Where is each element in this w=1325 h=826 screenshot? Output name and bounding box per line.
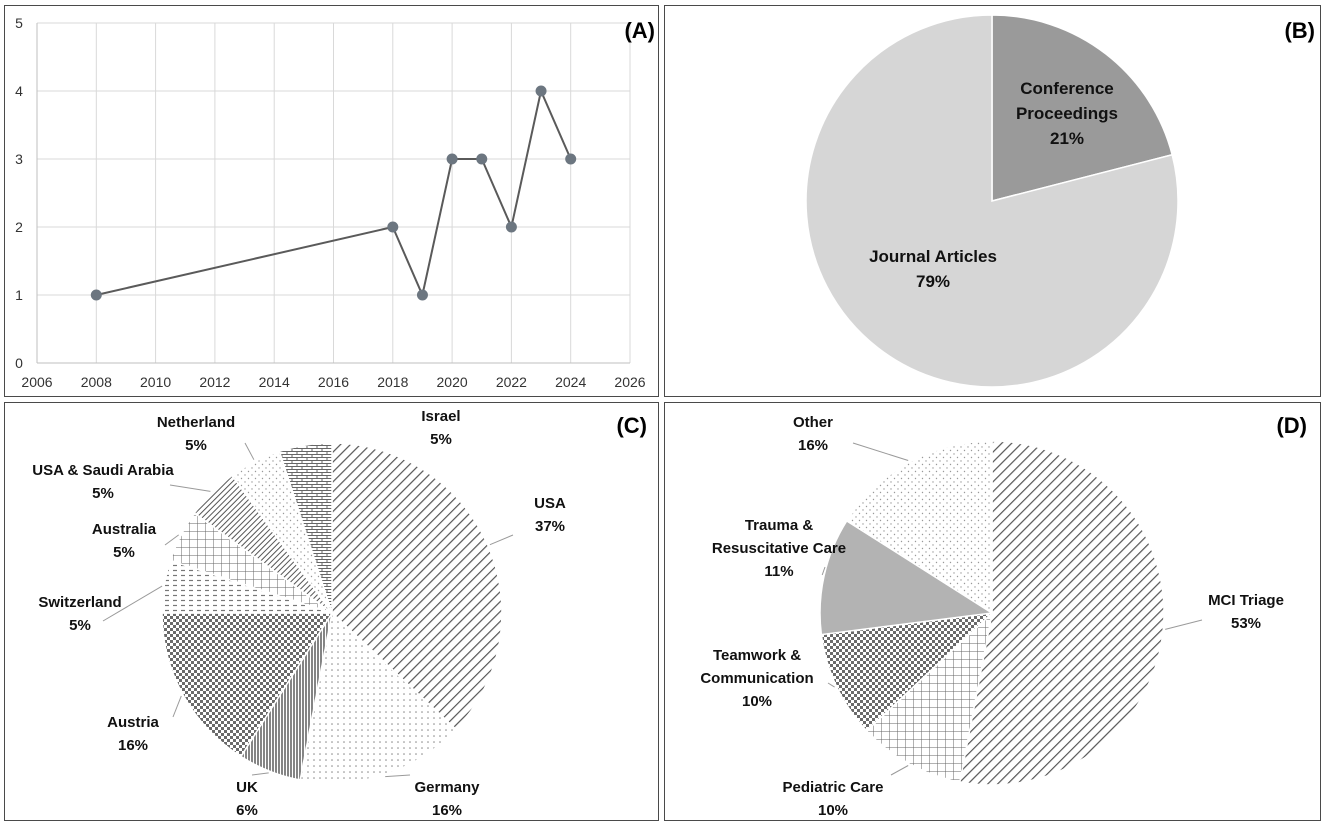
leader-line — [172, 695, 182, 718]
pie-slice-teamwork-communication — [820, 611, 995, 732]
data-point — [505, 221, 517, 233]
slice-pct-label: 16% — [798, 437, 828, 454]
leader-line — [827, 682, 835, 688]
panel-a-line-chart: 0 1 2 3 4 5 2006 2008 2010 2012 2014 2016 2018 2020 20… — [4, 5, 659, 397]
x-tick-label: 2020 — [437, 374, 468, 390]
leader-line — [164, 534, 179, 546]
leader-line — [489, 534, 514, 546]
slice-name-label: Trauma & — [745, 517, 814, 534]
slice-pct-label: 5% — [113, 544, 135, 561]
slice-pct-label: 10% — [818, 802, 848, 819]
slice-name-label: Pediatric Care — [783, 779, 884, 796]
data-point — [565, 153, 577, 165]
x-tick-label: 2024 — [555, 374, 586, 390]
line-chart-svg: 0 1 2 3 4 5 2006 2008 2010 2012 2014 2016 2018 2020 20… — [15, 15, 655, 390]
leader-line — [251, 772, 269, 776]
slice-name-label: Journal Articles — [869, 247, 997, 266]
y-tick-label: 4 — [15, 83, 23, 99]
data-point — [535, 85, 547, 97]
leader-line — [821, 566, 826, 576]
x-tick-label: 2008 — [81, 374, 112, 390]
slice-pct-label: 5% — [430, 431, 452, 448]
leader-line — [385, 774, 411, 778]
slice-pct-label: 16% — [118, 737, 148, 754]
x-tick-label: 2026 — [614, 374, 645, 390]
slice-pct-label: 37% — [535, 518, 565, 535]
pie-slice-trauma-resuscitative-care — [819, 519, 995, 636]
slice-pct-label: 11% — [764, 563, 793, 580]
slice-name-label: Teamwork & — [713, 647, 801, 664]
y-tick-label: 3 — [15, 151, 23, 167]
slice-name-label: Austria — [107, 714, 159, 731]
panel-label: (D) — [1276, 413, 1307, 438]
y-tick-label: 5 — [15, 15, 23, 31]
y-tick-label: 1 — [15, 287, 23, 303]
slice-pct-label: 53% — [1231, 615, 1261, 632]
publication-type-pie-svg: Conference Proceedings 21% Journal Articles… — [805, 14, 1315, 388]
series-line — [96, 87, 572, 299]
country-pie-svg: USA 37% Germany 16% UK 6% Austria 16% Switzerlan… — [32, 408, 647, 819]
y-tick-label: 0 — [15, 355, 23, 371]
pie-slice-mci-triage — [958, 440, 1165, 786]
pie-slice-germany — [299, 611, 457, 784]
pie-slice-conference-proceedings — [991, 14, 1174, 202]
slice-name-label: Resuscitative Care — [712, 540, 846, 557]
slice-pct-label: 21% — [1050, 129, 1084, 148]
pie-slice-pediatric-care — [865, 610, 994, 783]
slice-name-label: UK — [236, 779, 258, 796]
leader-line — [244, 442, 255, 460]
x-tick-label: 2022 — [496, 374, 527, 390]
x-tick-label: 2006 — [21, 374, 52, 390]
slice-pct-label: 5% — [69, 617, 91, 634]
data-point — [90, 289, 102, 301]
slice-name-label: Germany — [414, 779, 480, 796]
panel-label: (C) — [616, 413, 647, 438]
topic-pie-svg: MCI Triage 53% Pediatric Care 10% Teamwork &… — [700, 413, 1307, 819]
leader-line — [102, 585, 163, 622]
x-tick-label: 2018 — [377, 374, 408, 390]
pie-slice-other — [845, 440, 993, 615]
slice-pct-label: 79% — [916, 272, 950, 291]
panel-label: (B) — [1284, 18, 1315, 43]
x-tick-label: 2010 — [140, 374, 171, 390]
pie-slice-usa — [331, 442, 503, 731]
leader-line — [890, 765, 909, 776]
slice-name-label: USA & Saudi Arabia — [32, 462, 174, 479]
leader-line — [1165, 619, 1203, 630]
slice-pct-label: 10% — [742, 693, 772, 710]
slice-name-label: Netherland — [157, 414, 235, 431]
pie-slice-austria — [161, 612, 334, 758]
slice-name-label: Other — [793, 414, 833, 431]
slice-name-label: Australia — [92, 521, 157, 538]
panel-c-pie-chart: USA 37% Germany 16% UK 6% Austria 16% Switzerlan… — [4, 402, 659, 821]
slice-pct-label: 5% — [185, 437, 207, 454]
leader-line — [852, 442, 909, 461]
slice-name-label: Conference — [1020, 79, 1114, 98]
slice-name-label: MCI Triage — [1208, 592, 1284, 609]
panel-d-pie-chart: MCI Triage 53% Pediatric Care 10% Teamwork &… — [664, 402, 1321, 821]
x-tick-label: 2012 — [199, 374, 230, 390]
pie-slice-journal-articles — [805, 14, 1179, 388]
slice-name-label: Proceedings — [1016, 104, 1118, 123]
data-point — [446, 153, 458, 165]
slice-pct-label: 6% — [236, 802, 258, 819]
leader-line — [169, 484, 211, 492]
panel-b-pie-chart: Conference Proceedings 21% Journal Articles… — [664, 5, 1321, 397]
data-point — [416, 289, 428, 301]
slice-pct-label: 16% — [432, 802, 462, 819]
panel-label: (A) — [624, 18, 655, 43]
slice-name-label: Communication — [700, 670, 813, 687]
slice-name-label: Israel — [421, 408, 460, 425]
slice-name-label: Switzerland — [38, 594, 121, 611]
pie-slice-israel — [278, 442, 333, 614]
slice-pct-label: 5% — [92, 485, 114, 502]
x-tick-label: 2014 — [259, 374, 290, 390]
y-tick-label: 2 — [15, 219, 23, 235]
x-tick-label: 2016 — [318, 374, 349, 390]
data-point — [476, 153, 488, 165]
slice-name-label: USA — [534, 495, 566, 512]
data-point — [387, 221, 399, 233]
